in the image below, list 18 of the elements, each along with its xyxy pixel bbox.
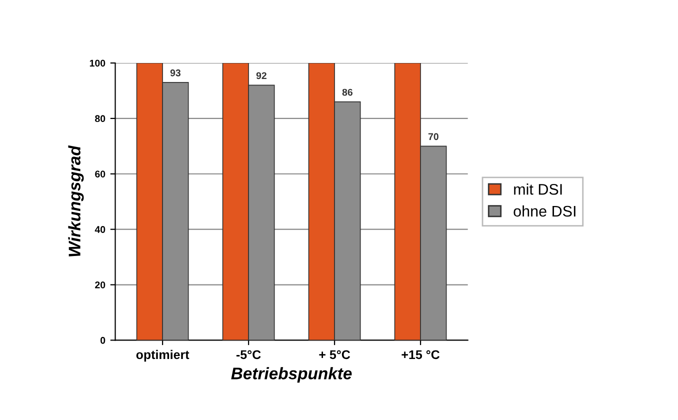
data-label: 86 bbox=[342, 88, 352, 96]
data-label: 92 bbox=[256, 72, 266, 80]
x-tick-label: + 5°C bbox=[319, 350, 350, 360]
y-tick-label: 100 bbox=[90, 60, 106, 67]
y-tick-label: 60 bbox=[95, 170, 106, 178]
y-tick-label: 20 bbox=[95, 281, 106, 288]
y-tick-label: 40 bbox=[94, 226, 106, 233]
data-label: 70 bbox=[428, 133, 438, 140]
x-tick-label: optimiert bbox=[136, 350, 190, 362]
legend-label: mit DSI bbox=[514, 184, 562, 195]
data-label: 93 bbox=[170, 69, 181, 76]
y-tick-label: 80 bbox=[95, 115, 106, 122]
x-tick-label: +15 °C bbox=[402, 350, 440, 360]
x-tick-label: -5°C bbox=[236, 350, 261, 360]
y-tick-label: 0 bbox=[100, 336, 106, 344]
x-axis-title: Betriebspunkte bbox=[231, 367, 352, 383]
legend-label: ohne DSI bbox=[514, 205, 576, 217]
y-axis-title: Wirkungsgrad bbox=[68, 145, 84, 256]
